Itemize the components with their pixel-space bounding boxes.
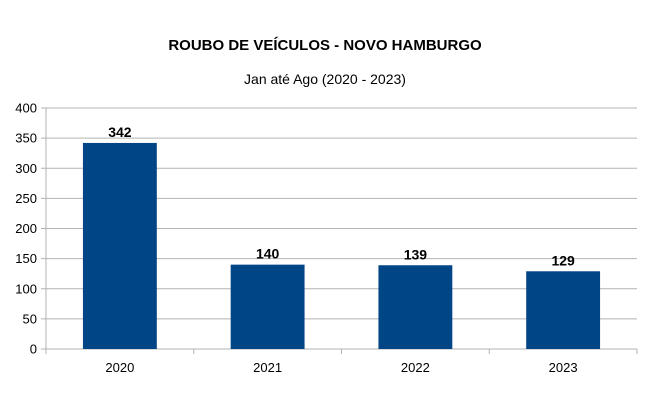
bars — [82, 142, 601, 349]
data-label-2022: 139 — [404, 246, 428, 262]
bar-2023 — [526, 271, 601, 349]
labels: 0 50 100 150 200 250 300 350 400 342 2020 140 2021 13… — [15, 101, 577, 376]
y-tick-label: 350 — [15, 131, 37, 146]
y-tick-label: 150 — [15, 251, 37, 266]
bar-2021 — [230, 264, 305, 349]
bar-2020 — [82, 142, 157, 349]
data-label-2020: 342 — [108, 124, 132, 140]
x-tick-label: 2021 — [253, 360, 282, 375]
chart-title: ROUBO DE VEÍCULOS - NOVO HAMBURGO — [168, 37, 482, 54]
y-tick-label: 0 — [30, 342, 37, 357]
x-tick-label: 2020 — [105, 360, 134, 375]
data-label-2023: 129 — [551, 252, 575, 268]
y-tick-label: 100 — [15, 281, 37, 296]
chart-subtitle: Jan até Ago (2020 - 2023) — [244, 71, 406, 87]
y-tick-label: 50 — [23, 311, 37, 326]
data-label-2021: 140 — [256, 246, 280, 262]
x-tick-label: 2022 — [401, 360, 430, 375]
x-tick-label: 2023 — [549, 360, 578, 375]
bar-2022 — [378, 265, 453, 349]
y-tick-label: 400 — [15, 101, 37, 116]
y-tick-label: 200 — [15, 221, 37, 236]
y-tick-label: 300 — [15, 161, 37, 176]
y-tick-label: 250 — [15, 191, 37, 206]
